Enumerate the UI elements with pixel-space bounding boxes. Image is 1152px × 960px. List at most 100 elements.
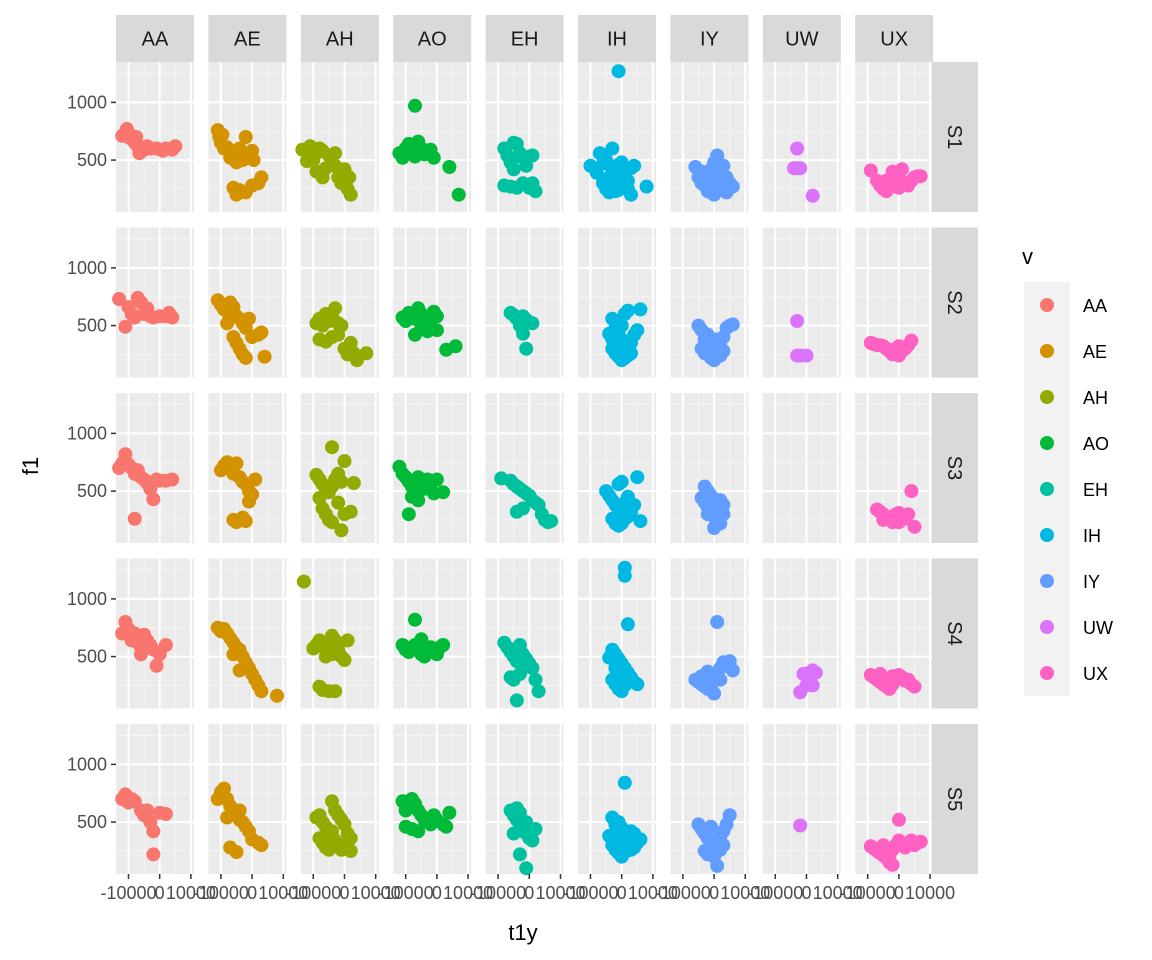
points-S5-UX xyxy=(863,812,928,872)
points-S5-EH xyxy=(503,801,543,876)
legend-item-IH: IH xyxy=(1024,512,1101,558)
points-S2-IH xyxy=(602,302,648,368)
data-point xyxy=(516,326,530,341)
legend-swatch xyxy=(1040,620,1054,634)
panel-S4-UW xyxy=(762,558,841,709)
col-strip-label: UW xyxy=(785,29,818,51)
points-S4-IY xyxy=(688,615,740,701)
legend-label: EH xyxy=(1083,480,1108,500)
points-S2-AO xyxy=(395,301,463,357)
data-point xyxy=(707,686,722,701)
legend-swatch xyxy=(1040,528,1054,542)
data-point xyxy=(254,170,269,185)
x-tick-label: 0 xyxy=(432,883,442,903)
data-point xyxy=(614,666,629,681)
data-point xyxy=(627,826,642,841)
legend-swatch xyxy=(1040,482,1054,496)
points-S3-AO xyxy=(392,459,451,522)
data-point xyxy=(624,187,638,202)
row-strip-label: S1 xyxy=(943,125,965,149)
legend-label: UW xyxy=(1083,618,1113,638)
points-S4-UX xyxy=(863,666,922,696)
data-point xyxy=(342,170,357,185)
x-tick-label: -10000 xyxy=(285,883,341,903)
x-tick-label: 0 xyxy=(709,883,719,903)
data-point xyxy=(710,858,725,873)
data-point xyxy=(146,492,161,507)
data-point xyxy=(614,318,629,333)
data-point xyxy=(220,810,235,825)
data-point xyxy=(226,647,241,662)
col-strip xyxy=(485,15,564,62)
data-point xyxy=(325,440,339,455)
data-point xyxy=(885,669,900,684)
x-tick-label: -10000 xyxy=(840,883,896,903)
points-S5-AO xyxy=(395,792,457,839)
data-point xyxy=(132,146,147,161)
data-point xyxy=(873,666,888,681)
data-point xyxy=(325,824,339,839)
legend-label: AH xyxy=(1083,388,1108,408)
legend-swatch xyxy=(1040,344,1054,358)
data-point xyxy=(611,64,626,79)
data-point xyxy=(722,808,737,823)
x-tick-label: 10000 xyxy=(166,883,216,903)
data-point xyxy=(232,663,247,678)
points-S3-IY xyxy=(694,479,731,535)
data-point xyxy=(112,292,127,306)
points-S5-UW xyxy=(793,818,808,833)
panel-S2-AO xyxy=(393,227,472,378)
data-point xyxy=(146,824,161,839)
points-S2-AE xyxy=(210,293,272,365)
panel-S2-UX xyxy=(855,227,934,378)
data-point xyxy=(451,187,466,202)
data-point xyxy=(725,663,740,678)
data-point xyxy=(168,139,183,154)
data-point xyxy=(506,826,521,841)
points-S2-UW xyxy=(790,314,814,363)
data-point xyxy=(242,311,256,326)
data-point xyxy=(248,472,263,487)
data-point xyxy=(331,327,346,342)
data-point xyxy=(525,833,540,848)
legend-label: AA xyxy=(1083,296,1107,316)
y-tick-label: 500 xyxy=(77,481,107,501)
data-point xyxy=(331,495,346,510)
x-tick-label: -10000 xyxy=(378,883,434,903)
data-point xyxy=(411,493,426,508)
col-strip xyxy=(762,15,841,62)
data-point xyxy=(901,507,916,522)
row-strip xyxy=(932,227,978,378)
col-strip-label: EH xyxy=(511,29,539,51)
col-strip-label: IY xyxy=(700,29,719,51)
y-tick-label: 500 xyxy=(77,812,107,832)
x-tick-label: 0 xyxy=(247,883,257,903)
data-point xyxy=(799,348,814,363)
legend-swatch xyxy=(1040,574,1054,588)
y-tick-label: 500 xyxy=(77,647,107,667)
data-point xyxy=(436,638,451,652)
data-point xyxy=(238,130,253,144)
data-point xyxy=(700,664,715,679)
data-point xyxy=(891,348,906,363)
col-strip xyxy=(855,15,934,62)
x-tick-label: 0 xyxy=(894,883,904,903)
y-tick-label: 1000 xyxy=(67,589,107,609)
x-tick-label: -10000 xyxy=(100,883,156,903)
data-point xyxy=(907,679,922,694)
data-point xyxy=(439,819,454,834)
points-S1-UX xyxy=(863,162,928,199)
data-point xyxy=(325,647,339,662)
data-point xyxy=(544,514,559,529)
legend-swatch xyxy=(1040,436,1054,450)
points-S3-UX xyxy=(870,484,922,534)
data-point xyxy=(429,309,444,324)
points-S1-IY xyxy=(688,148,740,202)
data-point xyxy=(531,684,546,699)
legend-swatch xyxy=(1040,390,1054,404)
col-strip xyxy=(208,15,287,62)
points-S1-IH xyxy=(583,64,654,202)
y-tick-label: 1000 xyxy=(67,423,107,443)
x-tick-label: -10000 xyxy=(562,883,618,903)
